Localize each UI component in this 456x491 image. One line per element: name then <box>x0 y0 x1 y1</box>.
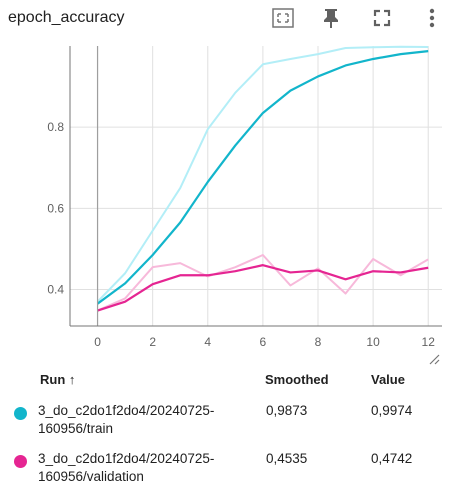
x-tick-label: 12 <box>422 335 436 349</box>
more-options-button[interactable] <box>419 5 445 31</box>
accuracy-chart[interactable]: 0 2 4 6 8 10 12 0.4 0.6 0.8 <box>0 38 456 366</box>
more-vert-icon <box>429 8 435 28</box>
pin-icon <box>324 9 338 28</box>
legend-row-train: 3_do_c2do1f2do4/20240725- 160956/train 0… <box>0 402 456 442</box>
series-smoothed-line-0 <box>96 50 429 305</box>
series-raw-line-1 <box>97 253 429 312</box>
run-name-line1: 3_do_c2do1f2do4/20240725- <box>38 451 215 466</box>
run-name-line2: 160956/train <box>38 421 114 436</box>
resize-handle-icon[interactable] <box>429 354 440 365</box>
fullscreen-button[interactable] <box>369 5 395 31</box>
smoothed-value: 0,9873 <box>266 403 308 418</box>
fit-domain-button[interactable] <box>270 5 296 31</box>
chart-grid <box>70 46 442 326</box>
legend-row-validation: 3_do_c2do1f2do4/20240725- 160956/validat… <box>0 450 456 490</box>
y-tick-label: 0.4 <box>47 282 64 296</box>
raw-value: 0,9974 <box>371 403 413 418</box>
x-tick-label: 10 <box>366 335 380 349</box>
chart-axes: 0 2 4 6 8 10 12 0.4 0.6 0.8 <box>47 46 442 349</box>
card-header: epoch_accuracy <box>0 0 456 38</box>
series-color-dot[interactable] <box>14 455 27 468</box>
x-tick-label: 0 <box>94 335 101 349</box>
y-tick-label: 0.8 <box>47 120 64 134</box>
chart-title: epoch_accuracy <box>8 9 125 26</box>
run-name: 3_do_c2do1f2do4/20240725- 160956/validat… <box>38 450 268 486</box>
smoothed-value: 0,4535 <box>266 451 308 466</box>
series-smoothed-line-1 <box>97 264 429 312</box>
run-name: 3_do_c2do1f2do4/20240725- 160956/train <box>38 402 268 438</box>
fit-domain-icon <box>272 8 294 28</box>
x-tick-label: 8 <box>315 335 322 349</box>
x-tick-label: 2 <box>149 335 156 349</box>
fullscreen-icon <box>373 9 391 27</box>
column-header-smoothed[interactable]: Smoothed <box>265 372 329 387</box>
run-name-line2: 160956/validation <box>38 469 144 484</box>
y-tick-label: 0.6 <box>47 201 64 215</box>
column-header-value[interactable]: Value <box>371 372 405 387</box>
column-header-run[interactable]: Run ↑ <box>40 372 76 387</box>
chart-series <box>96 45 429 312</box>
x-tick-label: 6 <box>260 335 267 349</box>
raw-value: 0,4742 <box>371 451 413 466</box>
run-name-line1: 3_do_c2do1f2do4/20240725- <box>38 403 215 418</box>
series-raw-line-0 <box>96 45 429 303</box>
pin-button[interactable] <box>318 5 344 31</box>
x-tick-label: 4 <box>204 335 211 349</box>
series-color-dot[interactable] <box>14 407 27 420</box>
